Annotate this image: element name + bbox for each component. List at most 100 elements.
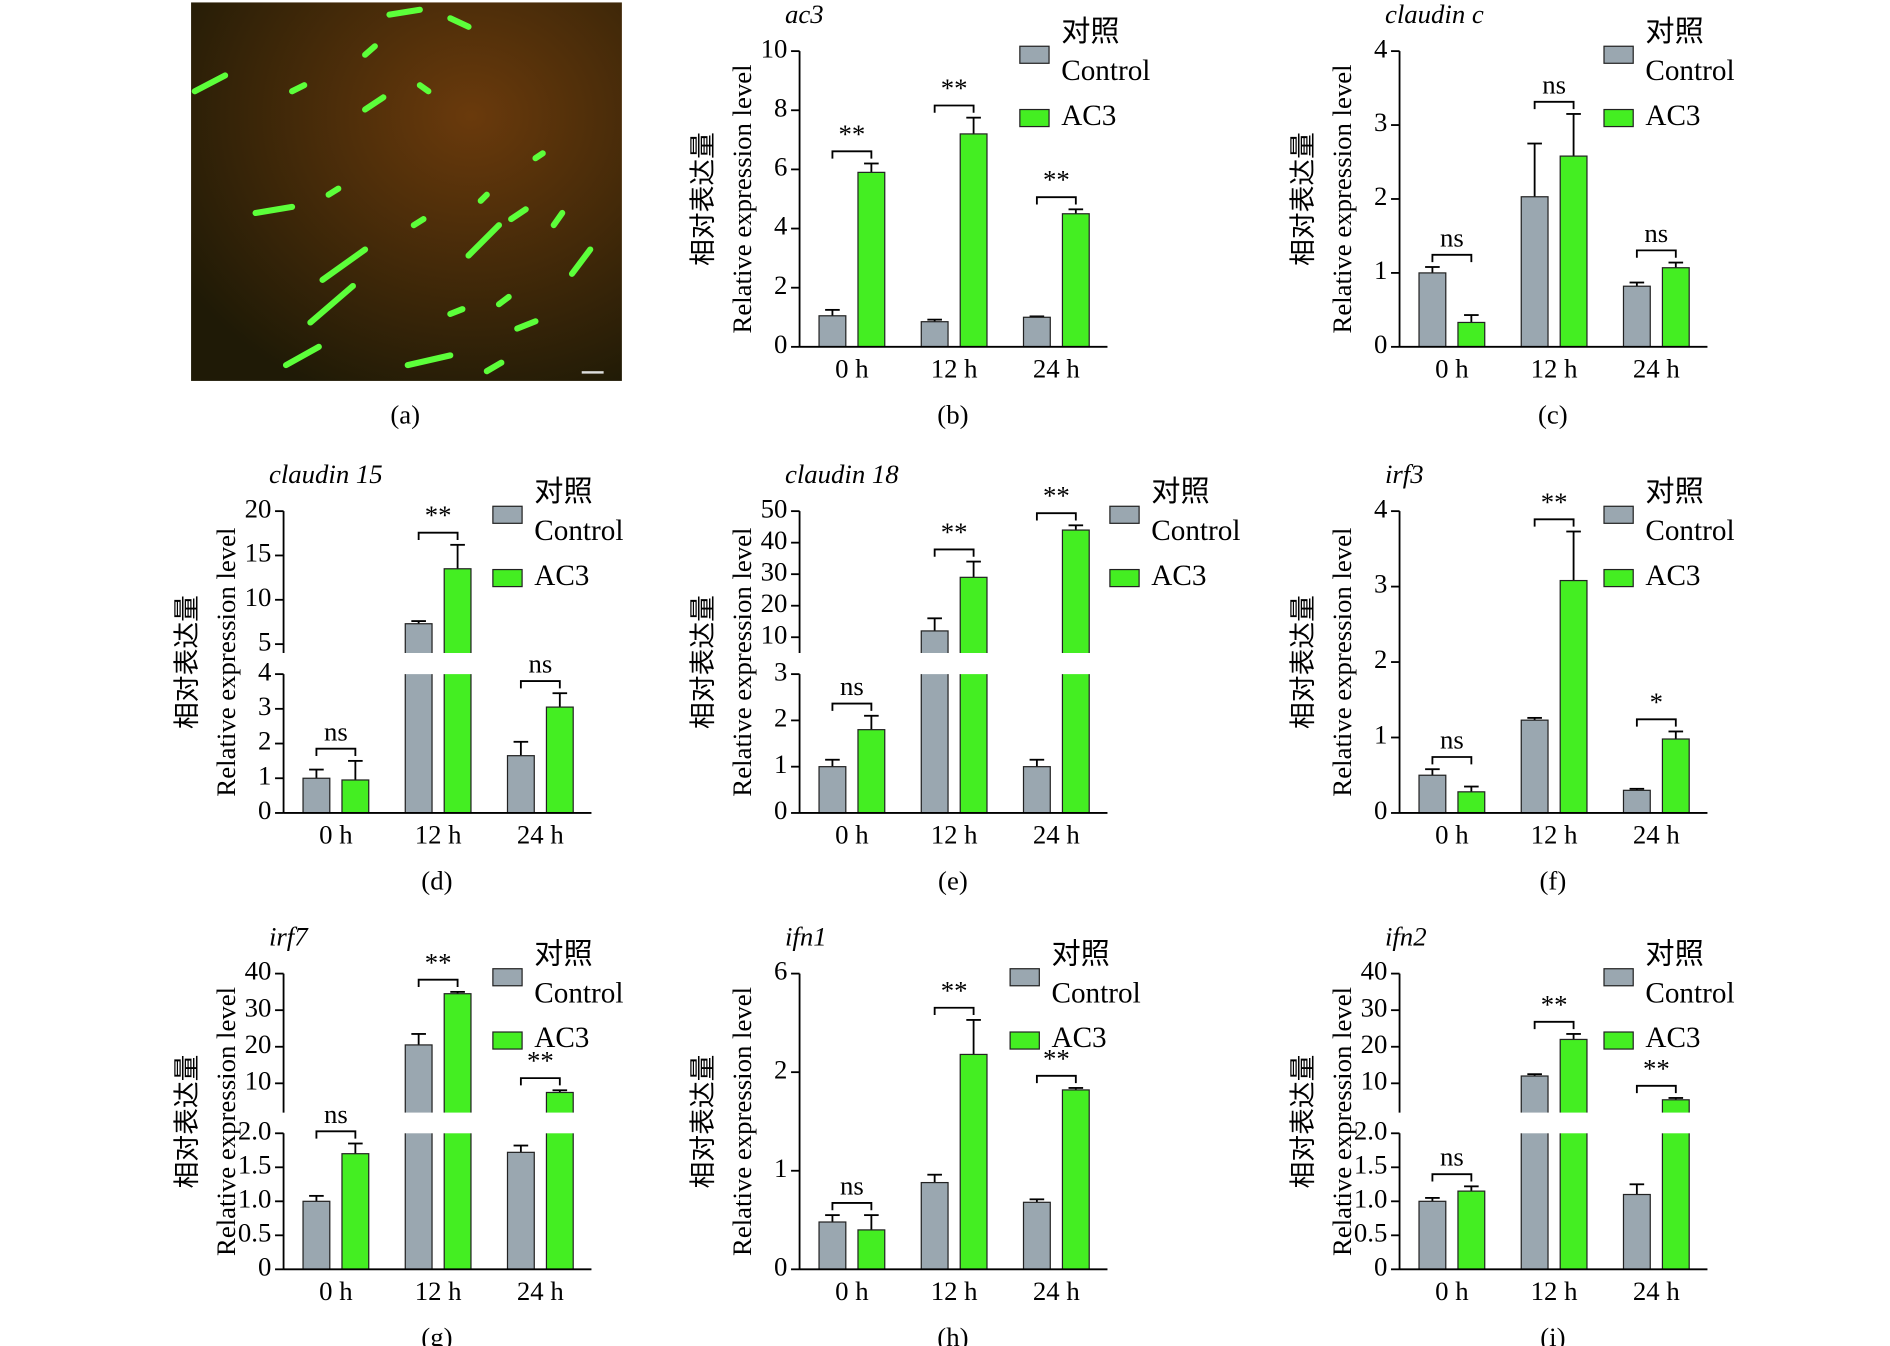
- x-tick-label: 12 h: [931, 819, 978, 849]
- cell: [289, 82, 308, 95]
- legend-line: 对照: [1061, 15, 1119, 48]
- scale-bar: [581, 371, 604, 374]
- legend-swatch: [1603, 1031, 1634, 1050]
- legend-label: AC3: [1151, 560, 1206, 592]
- significance-bracket: [831, 1202, 873, 1211]
- bar: [1661, 267, 1690, 348]
- bar: [1022, 316, 1051, 348]
- bar: [1022, 1201, 1051, 1270]
- cell: [362, 94, 387, 113]
- legend-swatch: [1109, 568, 1140, 588]
- legend-swatch: [1019, 45, 1050, 64]
- y-tick-label: 0.5: [238, 1217, 271, 1247]
- cell: [532, 150, 546, 162]
- y-tick-label: 30: [1361, 992, 1388, 1022]
- cell: [404, 352, 454, 369]
- y-axis-label: Relative expression level: [211, 987, 241, 1256]
- legend-swatch: [1603, 968, 1634, 987]
- y-tick-label: 30: [761, 556, 788, 586]
- y-tick-label: 2.0: [1354, 1115, 1387, 1145]
- bar: [857, 171, 886, 348]
- bar: [857, 1229, 886, 1270]
- legend-swatch: [492, 968, 523, 987]
- significance-label: **: [1043, 481, 1070, 511]
- bar: [506, 1151, 535, 1270]
- y-axis-label: 相对表达量: [688, 595, 718, 729]
- y-axis-label: Relative expression level: [727, 987, 757, 1256]
- y-tick-label: 2: [1374, 644, 1387, 674]
- y-tick-label: 2.0: [238, 1115, 271, 1145]
- significance-label: ns: [324, 1099, 348, 1129]
- y-tick-label: 1.5: [1354, 1149, 1387, 1179]
- legend-line: Control: [1645, 515, 1734, 547]
- legend-swatch: [1009, 1031, 1040, 1050]
- significance-label: *: [1650, 687, 1663, 717]
- y-tick-label: 1.5: [238, 1149, 271, 1179]
- legend-line: Control: [1645, 55, 1734, 87]
- y-axis-label: Relative expression level: [1327, 987, 1357, 1256]
- x-tick-label: 0 h: [835, 353, 869, 383]
- legend-label: AC3: [1645, 1022, 1700, 1054]
- bar: [1061, 1089, 1090, 1270]
- bar: [341, 1153, 370, 1270]
- y-tick-label: 1: [1374, 255, 1387, 285]
- y-tick-label: 4: [774, 211, 787, 241]
- y-tick-label: 2: [774, 1054, 787, 1084]
- caption: (c): [1538, 400, 1568, 430]
- bar: [404, 1044, 433, 1270]
- panel-title: ifn1: [785, 922, 827, 952]
- significance-bracket: [1431, 1173, 1473, 1182]
- bar: [818, 766, 847, 814]
- cell: [191, 72, 229, 95]
- y-tick-label: 1.0: [238, 1183, 271, 1213]
- legend-swatch: [492, 568, 523, 588]
- bar: [1457, 1190, 1486, 1270]
- bar: [959, 133, 988, 348]
- significance-bracket: [831, 702, 873, 711]
- panel-title: claudin c: [1385, 0, 1484, 29]
- cell: [447, 15, 472, 30]
- x-tick-label: 24 h: [517, 819, 564, 849]
- significance-bracket: [1035, 512, 1077, 521]
- y-tick-label: 1: [774, 1153, 787, 1183]
- legend-line: Control: [534, 977, 623, 1009]
- bar: [341, 779, 370, 814]
- cell: [410, 216, 427, 229]
- legend-label: 对照 Control: [1645, 937, 1734, 1009]
- legend-line: 对照: [1151, 475, 1209, 508]
- legend-label: 对照 Control: [534, 475, 623, 547]
- significance-label: **: [425, 947, 452, 977]
- cell: [282, 343, 322, 369]
- x-tick-label: 24 h: [1633, 353, 1680, 383]
- panel-title: ifn2: [1385, 922, 1427, 952]
- x-tick-label: 24 h: [1033, 353, 1080, 383]
- bar: [1559, 155, 1588, 348]
- y-tick-label: 40: [245, 956, 272, 986]
- significance-bracket: [519, 1077, 561, 1086]
- caption: (e): [938, 866, 968, 896]
- legend-label: AC3: [534, 560, 589, 592]
- x-tick-label: 24 h: [1633, 1276, 1680, 1306]
- axis-break: [1398, 1112, 1709, 1134]
- x-tick-label: 0 h: [319, 819, 353, 849]
- caption: (a): [390, 400, 420, 430]
- cell: [447, 306, 466, 318]
- axis-break: [282, 652, 593, 675]
- legend-line: Control: [1051, 977, 1140, 1009]
- legend-label: AC3: [1645, 560, 1700, 592]
- significance-bracket: [315, 747, 357, 757]
- cell: [362, 43, 378, 58]
- significance-label: **: [839, 119, 866, 149]
- y-axis-label: Relative expression level: [211, 528, 241, 797]
- bar: [1022, 766, 1051, 814]
- bar: [1622, 285, 1651, 348]
- y-tick-label: 5: [258, 626, 271, 656]
- legend-label: AC3: [1051, 1022, 1106, 1054]
- y-axis-label: 相对表达量: [688, 1055, 718, 1189]
- y-axis-label: 相对表达量: [1288, 132, 1318, 266]
- y-tick-label: 10: [245, 582, 272, 612]
- y-tick-label: 20: [245, 493, 272, 523]
- significance-label: ns: [1440, 1142, 1464, 1172]
- bar: [1418, 774, 1447, 814]
- significance-bracket: [1635, 249, 1677, 258]
